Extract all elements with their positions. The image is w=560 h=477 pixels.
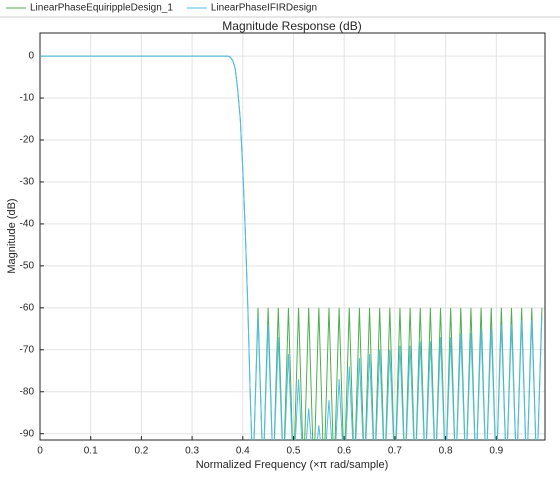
y-tick-label: -10 xyxy=(20,93,35,104)
series-line xyxy=(40,55,543,440)
plot-lines xyxy=(40,55,543,440)
y-tick-label: -60 xyxy=(20,302,35,313)
x-tick-label: 0.9 xyxy=(489,446,503,457)
y-tick-label: -90 xyxy=(20,428,35,439)
y-tick-label: -80 xyxy=(20,386,35,397)
y-tick-label: -70 xyxy=(20,344,35,355)
x-tick-label: 0.1 xyxy=(84,446,98,457)
legend-label: LinearPhaseIFIRDesign xyxy=(211,3,317,14)
x-tick-label: 0.8 xyxy=(439,446,453,457)
y-tick-label: -20 xyxy=(20,135,35,146)
x-tick-label: 0.7 xyxy=(388,446,402,457)
x-tick-label: 0.3 xyxy=(185,446,199,457)
chart-title: Magnitude Response (dB) xyxy=(222,19,361,33)
y-tick-label: -50 xyxy=(20,261,35,272)
plot-area xyxy=(40,33,545,440)
x-tick-label: 0.5 xyxy=(287,446,301,457)
x-tick-label: 0.2 xyxy=(134,446,148,457)
y-tick-label: -30 xyxy=(20,177,35,188)
x-axis-label: Normalized Frequency (×π rad/sample) xyxy=(196,459,389,471)
x-tick-label: 0.6 xyxy=(337,446,351,457)
legend-label: LinearPhaseEquirippleDesign_1 xyxy=(30,3,173,14)
y-tick-label: -40 xyxy=(20,219,35,230)
x-tick-label: 0.4 xyxy=(236,446,250,457)
y-axis-label: Magnitude (dB) xyxy=(6,198,18,273)
x-tick-label: 0 xyxy=(37,446,43,457)
y-tick-label: 0 xyxy=(28,51,34,62)
